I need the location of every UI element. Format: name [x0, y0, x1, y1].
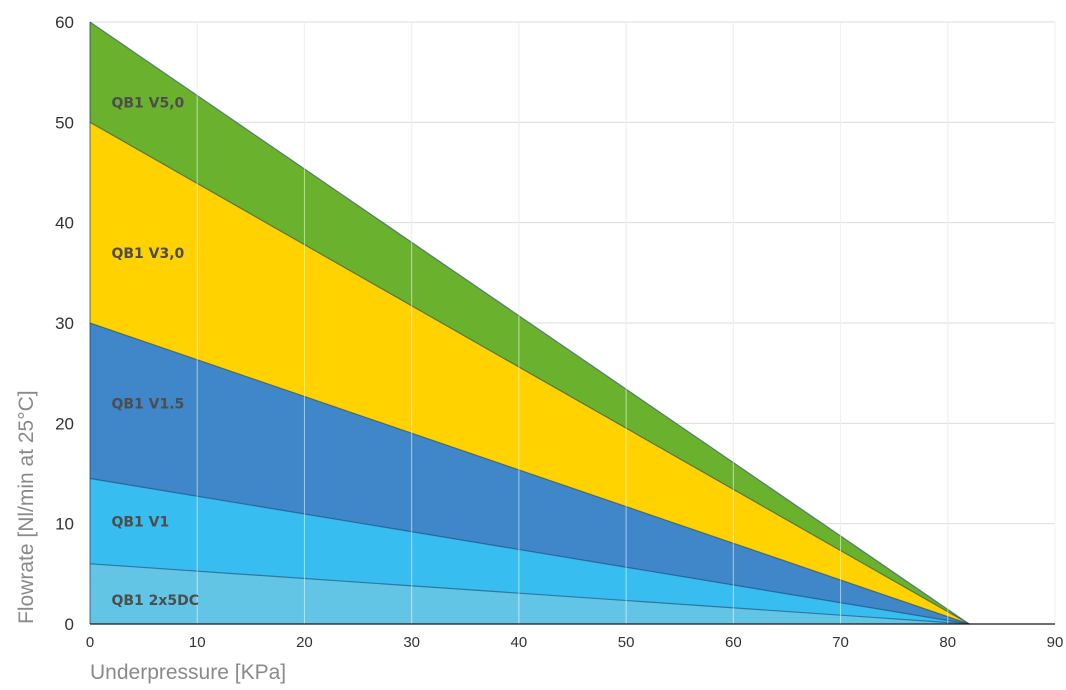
series-edge-0: [89, 21, 970, 625]
x-tick-labels: 0 10 20 30 40 50 60 70 80 90: [86, 634, 1064, 651]
x-tick-label: 20: [296, 634, 313, 651]
series-edge-1: [89, 121, 970, 625]
y-tick-label: 0: [65, 615, 74, 634]
series-edge-4: [89, 563, 970, 625]
y-tick-label: 50: [55, 113, 74, 132]
y-axis-label: Flowrate [Nl/min at 25°C]: [15, 390, 38, 624]
series-label-4: QB1 2x5DC: [111, 593, 199, 609]
y-tick-label: 60: [55, 13, 74, 32]
x-tick-label: 0: [86, 634, 94, 651]
x-tick-label: 40: [511, 634, 528, 651]
y-tick-label: 10: [55, 515, 74, 534]
x-tick-label: 80: [939, 634, 956, 651]
x-tick-label: 50: [618, 634, 635, 651]
y-tick-label: 40: [55, 214, 74, 233]
y-tick-labels: 0 10 20 30 40 50 60: [55, 13, 74, 634]
x-tick-label: 30: [403, 634, 420, 651]
series-label-1: QB1 V3,0: [111, 246, 184, 262]
series-labels: QB1 V5,0 QB1 V3,0 QB1 V1.5 QB1 V1 QB1 2x5DC: [111, 95, 199, 609]
x-tick-label: 10: [189, 634, 206, 651]
x-axis-label: Underpressure [KPa]: [90, 661, 286, 684]
series-edge-3: [89, 477, 970, 625]
series-areas: [89, 21, 970, 625]
series-edge-2: [89, 322, 970, 625]
series-label-3: QB1 V1: [111, 515, 169, 531]
series-label-0: QB1 V5,0: [111, 95, 184, 111]
y-tick-label: 30: [55, 314, 74, 333]
y-tick-label: 20: [55, 414, 74, 433]
x-tick-label: 60: [725, 634, 742, 651]
x-tick-label: 70: [832, 634, 849, 651]
grid-overlay: [196, 22, 1056, 624]
x-tick-label: 90: [1047, 634, 1064, 651]
series-label-2: QB1 V1.5: [111, 396, 184, 412]
